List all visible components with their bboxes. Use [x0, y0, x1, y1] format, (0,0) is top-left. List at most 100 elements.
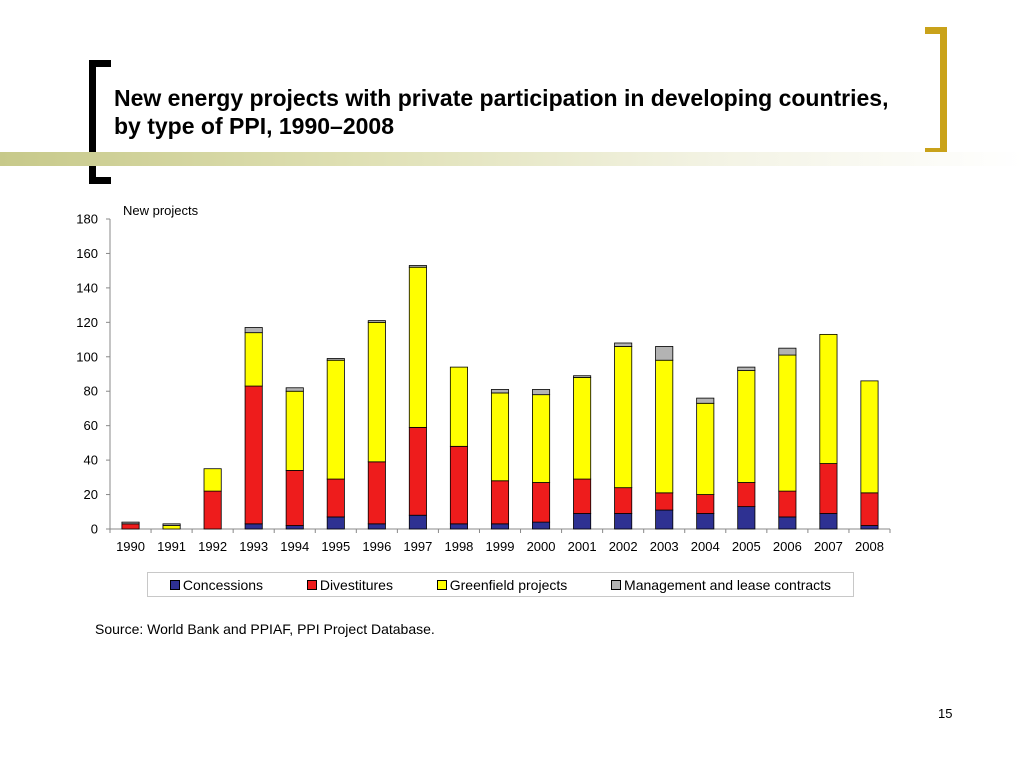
y-tick-label: 180: [76, 212, 98, 227]
bar-segment: [614, 342, 633, 347]
chart-axes: 0 20 40 60 80 100 120 140 160 180 1990 1991 1992 1993…: [76, 212, 891, 554]
bar-segment: [860, 525, 879, 530]
x-tick-label: 2006: [773, 539, 802, 554]
bar-segment: [614, 346, 633, 489]
legend-label: Greenfield projects: [449, 576, 568, 593]
legend-label: Divestitures: [319, 576, 393, 593]
y-tick-label: 160: [76, 246, 98, 261]
y-tick-label: 100: [76, 349, 98, 364]
bar-segment: [244, 523, 263, 530]
chart-legend: Concessions Divestitures Greenfield projec…: [147, 572, 854, 597]
x-tick-label: 1996: [362, 539, 391, 554]
x-tick-label: 1990: [116, 539, 145, 554]
bar-segment: [573, 377, 592, 480]
x-tick-label: 1994: [280, 539, 309, 554]
x-tick-label: 1995: [321, 539, 350, 554]
bar-segment: [819, 513, 838, 530]
bar-segment: [367, 320, 386, 323]
bar-segment: [573, 375, 592, 378]
y-tick-label: 140: [76, 280, 98, 295]
legend-swatch: [436, 579, 447, 590]
y-tick-label: 20: [84, 487, 98, 502]
bar-segment: [819, 463, 838, 514]
bar-segment: [860, 380, 879, 494]
x-tick-label: 2002: [609, 539, 638, 554]
y-tick-label: 60: [84, 418, 98, 433]
x-tick-label: 2008: [855, 539, 884, 554]
bar-segment: [655, 346, 674, 361]
bar-segment: [203, 468, 222, 492]
bar-segment: [778, 354, 797, 492]
legend-item: Greenfield projects: [436, 576, 568, 593]
legend-label: Management and lease contracts: [624, 576, 832, 593]
slide-title-line-2: by type of PPI, 1990–2008: [114, 113, 394, 139]
bar-segment: [285, 387, 304, 392]
legend-item: Divestitures: [306, 576, 393, 593]
y-tick-label: 80: [84, 384, 98, 399]
bar-segment: [408, 265, 427, 268]
source-note: Source: World Bank and PPIAF, PPI Projec…: [95, 621, 435, 637]
bar-segment: [244, 332, 263, 387]
y-axis-label: New projects: [123, 203, 199, 218]
bar-segment: [408, 426, 427, 516]
bar-segment: [326, 358, 345, 361]
legend-swatch: [169, 579, 180, 590]
bar-segment: [367, 523, 386, 530]
x-tick-label: 2005: [732, 539, 761, 554]
bar-segment: [778, 490, 797, 518]
slide-title: New energy projects with private partici…: [114, 84, 934, 140]
bar-segment: [162, 525, 181, 530]
bar-segment: [285, 525, 304, 530]
y-tick-label: 120: [76, 315, 98, 330]
bar-segment: [367, 461, 386, 525]
slide-title-line-1: New energy projects with private partici…: [114, 85, 889, 111]
bar-segment: [532, 482, 551, 523]
bar-segment: [655, 492, 674, 511]
x-tick-label: 1997: [403, 539, 432, 554]
x-tick-label: 1999: [486, 539, 515, 554]
legend-label: Concessions: [182, 576, 264, 593]
bar-segment: [573, 513, 592, 530]
bar-segment: [778, 516, 797, 530]
bar-segment: [737, 370, 756, 483]
bar-segment: [490, 523, 510, 530]
bar-segment: [408, 266, 427, 428]
bar-segment: [203, 490, 222, 530]
legend-swatch: [611, 579, 622, 590]
left-bracket-decoration: [89, 60, 111, 184]
bar-segment: [737, 482, 756, 508]
bar-segment: [655, 509, 674, 530]
bar-segment: [737, 366, 756, 371]
bar-segment: [819, 333, 838, 464]
bar-segment: [285, 390, 304, 471]
x-tick-label: 1993: [239, 539, 268, 554]
bar-segment: [490, 480, 510, 525]
legend-swatch: [306, 579, 317, 590]
bar-segment: [737, 506, 756, 530]
page-number: 15: [938, 706, 953, 721]
bar-segment: [655, 359, 674, 494]
x-tick-label: 1992: [198, 539, 227, 554]
bar-segment: [614, 487, 633, 514]
bar-segment: [532, 521, 551, 530]
x-tick-label: 1991: [157, 539, 186, 554]
x-tick-label: 1998: [444, 539, 473, 554]
bar-segment: [285, 470, 304, 526]
bar-segment: [696, 513, 715, 530]
bar-segment: [244, 327, 263, 334]
bar-segment: [696, 494, 715, 514]
x-tick-label: 2007: [814, 539, 843, 554]
legend-item: Management and lease contracts: [611, 577, 831, 593]
bar-segment: [490, 389, 510, 394]
bar-segment: [449, 445, 468, 525]
bar-segment: [860, 492, 879, 526]
bar-segment: [162, 523, 181, 526]
bar-segment: [121, 523, 140, 530]
chart-bars: [121, 265, 879, 530]
bar-segment: [614, 513, 633, 530]
bar-segment: [449, 366, 468, 447]
legend-item: Concessions: [169, 576, 264, 593]
bar-segment: [449, 523, 468, 530]
bar-segment: [778, 347, 797, 356]
x-tick-label: 2000: [527, 539, 556, 554]
